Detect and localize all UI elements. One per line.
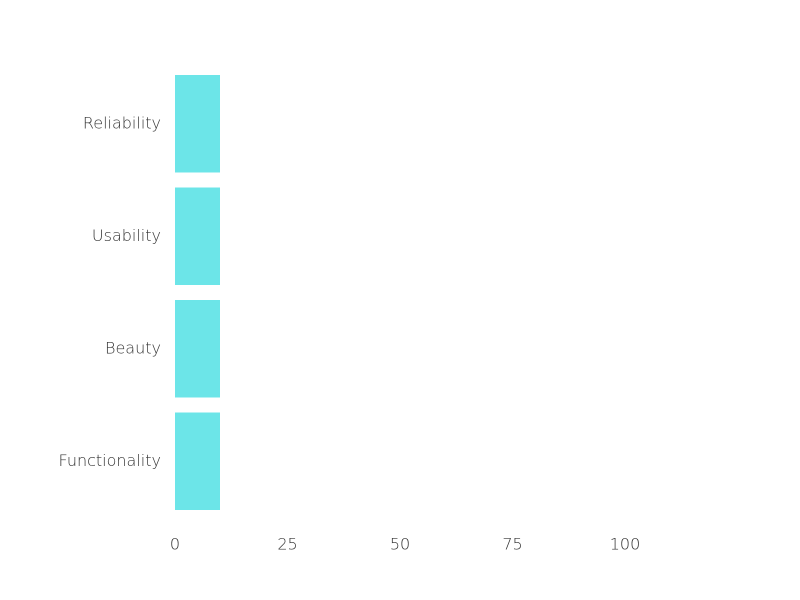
x-tick-label: 100 (610, 535, 641, 554)
x-tick-label: 0 (170, 535, 180, 554)
x-tick-label: 50 (390, 535, 410, 554)
bar-reliability (175, 75, 220, 173)
bars-group (175, 75, 220, 510)
category-labels: Reliability Usability Beauty Functionality (59, 113, 162, 470)
category-label-functionality: Functionality (59, 451, 162, 470)
x-tick-label: 75 (502, 535, 522, 554)
category-label-usability: Usability (92, 226, 161, 245)
bar-functionality (175, 412, 220, 510)
category-label-reliability: Reliability (83, 113, 161, 132)
x-axis-ticks: 0 25 50 75 100 (170, 535, 640, 554)
category-label-beauty: Beauty (105, 338, 161, 357)
bar-usability (175, 187, 220, 285)
x-tick-label: 25 (277, 535, 297, 554)
bar-beauty (175, 300, 220, 398)
